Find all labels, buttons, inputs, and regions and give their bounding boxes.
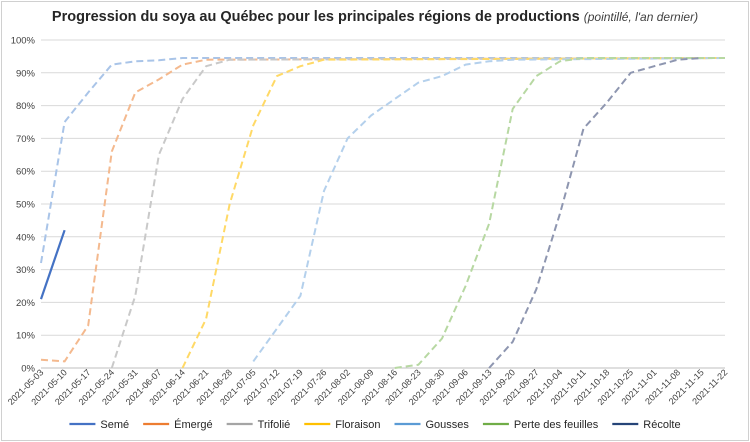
y-tick-label: 0%	[21, 364, 35, 375]
y-tick-label: 10%	[16, 331, 36, 342]
y-tick-label: 60%	[16, 167, 36, 178]
legend-label: Trifolié	[258, 419, 291, 431]
y-tick-label: 70%	[16, 134, 36, 145]
series-line-last-year	[40, 57, 725, 264]
y-tick-label: 100%	[11, 36, 36, 47]
series-line-last-year	[110, 57, 726, 369]
legend-label: Gousses	[426, 419, 470, 431]
chart-subtitle: (pointillé, l'an dernier)	[583, 10, 699, 24]
y-tick-label: 50%	[16, 200, 36, 211]
series-line-last-year	[40, 57, 726, 363]
chart-title-container: Progression du soya au Québec pour les p…	[0, 9, 750, 25]
series-line-last-year	[394, 57, 725, 369]
series-line-last-year	[252, 57, 726, 362]
legend-label: Floraison	[335, 419, 380, 431]
legend-label: Perte des feuilles	[514, 419, 599, 431]
y-tick-label: 90%	[16, 68, 36, 79]
legend-label: Semé	[100, 419, 129, 431]
gridlines	[41, 39, 725, 369]
y-tick-label: 20%	[16, 298, 36, 309]
series-line-last-year	[181, 57, 726, 369]
y-axis-ticks: 0% 10% 20% 30% 40% 50% 60% 70% 80% 90% 100%	[11, 36, 36, 375]
legend: Semé Émergé Trifolié Floraison Gousses Perte …	[69, 418, 681, 431]
series-lines	[39, 57, 726, 369]
series-line	[39, 229, 66, 300]
x-axis-ticks: 2021-05-032021-05-102021-05-172021-05-24…	[6, 367, 730, 407]
y-tick-label: 30%	[16, 265, 36, 276]
legend-label: Émergé	[174, 418, 213, 431]
y-tick-label: 40%	[16, 232, 36, 243]
chart-title: Progression du soya au Québec pour les p…	[51, 9, 580, 25]
series-line-last-year	[488, 57, 702, 369]
y-tick-label: 80%	[16, 101, 36, 112]
legend-label: Récolte	[643, 419, 680, 431]
